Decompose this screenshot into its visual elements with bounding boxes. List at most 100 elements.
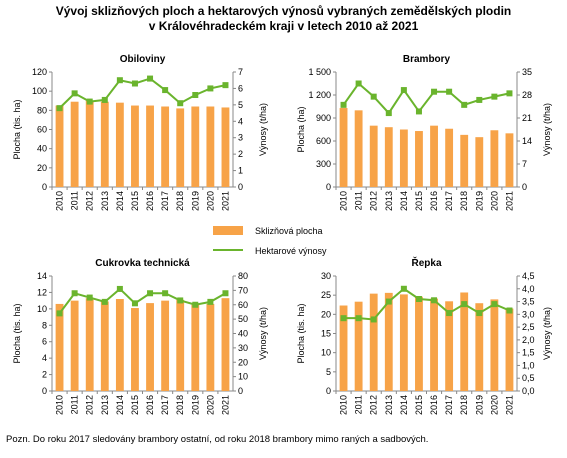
bar xyxy=(206,106,215,187)
x-tick-label: 2012 xyxy=(369,395,379,415)
y-axis-label-right: Výnosy (t/ha) xyxy=(542,103,552,156)
line-marker xyxy=(400,87,407,94)
line-marker xyxy=(506,307,513,314)
bar xyxy=(191,304,200,391)
y-tick-label-right: 0 xyxy=(238,386,243,396)
y-tick-label-right: 3,0 xyxy=(522,309,535,319)
bar xyxy=(85,298,94,391)
series-line xyxy=(343,287,510,321)
bar xyxy=(384,127,393,187)
y-tick-label-right: 2,5 xyxy=(522,322,535,332)
bar xyxy=(384,292,393,391)
bar xyxy=(490,130,499,187)
bar xyxy=(460,292,469,391)
y-tick-label-right: 7 xyxy=(522,159,527,169)
y-tick-label-left: 20 xyxy=(37,163,47,173)
y-tick-label-right: 35 xyxy=(522,67,532,77)
legend-label-line: Hektarové výnosy xyxy=(255,246,327,256)
bar xyxy=(430,298,438,391)
y-tick-label-right: 20 xyxy=(238,357,248,367)
x-tick-label: 2015 xyxy=(414,191,424,211)
bar xyxy=(176,108,185,187)
x-tick-label: 2017 xyxy=(444,191,454,211)
bar xyxy=(100,301,109,391)
line-marker xyxy=(116,77,123,84)
x-tick-label: 2020 xyxy=(489,191,499,211)
bar xyxy=(339,305,348,391)
y-tick-label-right: 0 xyxy=(238,182,243,192)
x-tick-label: 2014 xyxy=(115,395,125,415)
line-marker xyxy=(86,294,93,301)
y-tick-label-right: 1 xyxy=(238,166,243,176)
x-tick-label: 2020 xyxy=(205,395,215,415)
line-marker xyxy=(340,315,347,322)
line-marker xyxy=(415,296,422,302)
x-tick-label: 2011 xyxy=(354,395,364,414)
bar xyxy=(354,110,363,187)
x-tick-label: 2020 xyxy=(489,395,499,415)
line-marker xyxy=(101,96,108,103)
line-marker xyxy=(370,93,377,100)
bar xyxy=(399,294,408,391)
line-marker xyxy=(431,297,438,304)
bar xyxy=(221,298,230,391)
x-tick-label: 2019 xyxy=(190,395,200,415)
line-marker xyxy=(177,297,184,304)
x-tick-label: 2016 xyxy=(429,395,439,415)
x-tick-label: 2015 xyxy=(130,191,140,211)
x-tick-label: 2019 xyxy=(474,191,484,211)
x-tick-label: 2021 xyxy=(504,395,514,415)
bar xyxy=(475,303,484,391)
x-tick-label: 2021 xyxy=(220,191,230,211)
chart-brambory: Brambory 0 300 600 900 1 200 1 500 0 7 14 21 28 35 Pl… xyxy=(296,54,552,211)
y-tick-label-left: 25 xyxy=(321,290,331,300)
bar xyxy=(445,301,454,391)
y-tick-label-left: 120 xyxy=(32,67,47,77)
line-marker xyxy=(222,82,229,89)
bar xyxy=(131,308,139,391)
y-tick-label-right: 5 xyxy=(238,100,243,110)
bar xyxy=(369,293,378,391)
y-tick-label-left: 15 xyxy=(321,329,331,339)
legend-swatch-bar xyxy=(213,226,243,235)
bar xyxy=(100,101,109,187)
y-tick-label-left: 1 500 xyxy=(308,67,331,77)
x-tick-label: 2012 xyxy=(369,191,379,211)
line-marker xyxy=(222,290,229,297)
y-tick-label-left: 4 xyxy=(42,353,47,363)
footnote: Pozn. Do roku 2017 sledovány brambory os… xyxy=(6,434,429,445)
y-tick-label-left: 8 xyxy=(42,320,47,330)
bar xyxy=(161,106,170,187)
line-marker xyxy=(476,310,483,317)
x-tick-label: 2019 xyxy=(190,191,200,211)
line-marker xyxy=(415,108,422,115)
x-tick-label: 2021 xyxy=(220,395,230,415)
y-tick-label-left: 0 xyxy=(42,386,47,396)
bar xyxy=(206,303,215,391)
line-marker xyxy=(370,316,377,323)
bar xyxy=(70,101,79,187)
line-marker xyxy=(86,98,93,105)
y-tick-label-left: 30 xyxy=(321,271,331,281)
line-marker xyxy=(446,88,453,95)
line-marker xyxy=(131,80,138,87)
bar xyxy=(490,299,499,391)
y-tick-label-left: 0 xyxy=(42,182,47,192)
y-axis-label-left: Plocha (tis. ha) xyxy=(12,99,22,159)
line-marker xyxy=(147,75,154,82)
legend-label-bar: Sklizňová plocha xyxy=(255,226,323,236)
x-tick-label: 2018 xyxy=(459,191,469,211)
x-tick-label: 2010 xyxy=(55,395,65,415)
y-tick-label-right: 0 xyxy=(522,182,527,192)
y-tick-label-right: 4,0 xyxy=(522,284,535,294)
y-tick-label-right: 2,0 xyxy=(522,335,535,345)
bar xyxy=(221,107,230,187)
x-tick-label: 2011 xyxy=(70,191,80,210)
line-marker xyxy=(207,298,214,305)
y-tick-label-left: 5 xyxy=(326,367,331,377)
x-tick-label: 2012 xyxy=(85,395,95,415)
line-marker xyxy=(400,285,407,292)
x-tick-label: 2015 xyxy=(414,395,424,415)
line-marker xyxy=(355,80,362,87)
y-tick-label-right: 14 xyxy=(522,136,532,146)
